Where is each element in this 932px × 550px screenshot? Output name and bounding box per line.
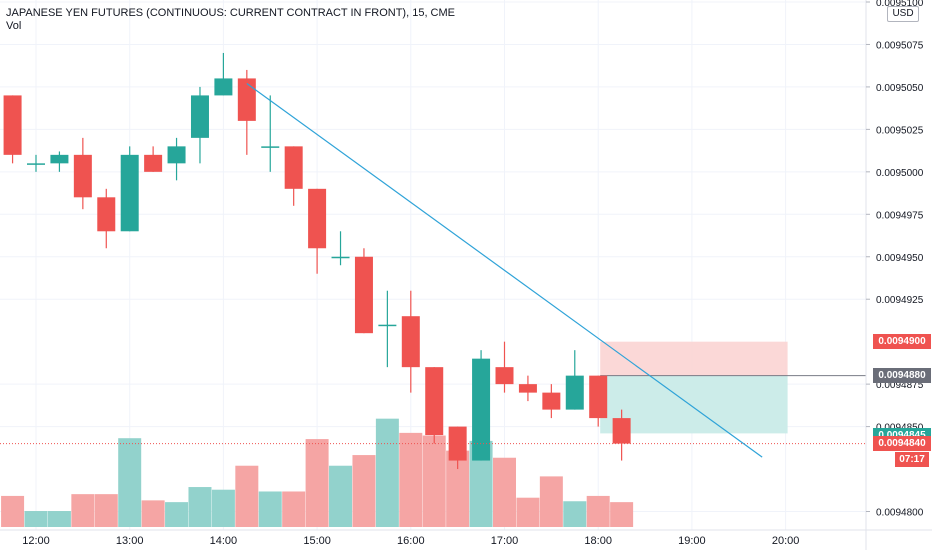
volume-bar (141, 500, 165, 527)
candle-body (331, 256, 350, 259)
candle-body (27, 163, 45, 165)
time-tick-label: 14:00 (210, 535, 238, 547)
volume-label: Vol (6, 20, 22, 32)
price-tick-label: 0.0094875 (876, 380, 924, 391)
time-tick-label: 19:00 (678, 535, 706, 547)
volume-bar (211, 489, 235, 527)
volume-bar (282, 491, 306, 527)
volume-bar (1, 495, 25, 527)
volume-bar (329, 465, 353, 527)
time-tick-label: 15:00 (303, 535, 331, 547)
volume-bar (493, 457, 516, 527)
chart-header: JAPANESE YEN FUTURES (CONTINUOUS: CURREN… (6, 7, 455, 33)
volume-bar (305, 439, 329, 527)
candle-body (472, 358, 491, 461)
candle-body (50, 154, 69, 164)
candle-body (144, 154, 163, 172)
volume-bar (71, 494, 95, 527)
symbol-title: JAPANESE YEN FUTURES (CONTINUOUS: CURREN… (6, 7, 456, 19)
volume-bar (375, 418, 399, 527)
candle-body (354, 256, 373, 334)
price-axis[interactable]: 0.0095100 0.0095075 0.0095050 0.0095025 0.00… (865, 0, 924, 550)
candle-body (308, 188, 327, 249)
price-tick-label: 0.0094975 (876, 210, 924, 221)
candle-body (190, 95, 209, 138)
volume-bar (235, 465, 259, 527)
candle-body (589, 375, 608, 419)
candle-body (565, 375, 584, 410)
candle-body (214, 78, 233, 96)
position-tool[interactable] (600, 341, 866, 434)
price-badge: 0.0094840 (873, 436, 931, 452)
volume-bar (165, 502, 189, 527)
candle-body (378, 324, 397, 327)
volume-bars (1, 418, 634, 527)
price-tick-label: 0.0095000 (876, 168, 924, 179)
candle-body (612, 418, 631, 444)
take-profit-zone (600, 375, 788, 434)
volume-bar (563, 501, 587, 527)
volume-bar (446, 450, 470, 527)
candle-body (97, 197, 116, 232)
candle-body (237, 78, 256, 121)
volume-bar (399, 432, 423, 527)
time-tick-label: 13:00 (116, 535, 144, 547)
volume-bar (586, 495, 610, 527)
candle-body (448, 426, 467, 461)
price-tick-label: 0.0095075 (876, 40, 924, 51)
volume-bar (539, 476, 563, 527)
time-tick-label: 16:00 (397, 535, 425, 547)
candle-body (495, 367, 514, 385)
volume-bar (422, 435, 446, 527)
candle-body (120, 154, 139, 232)
candle-body (425, 367, 444, 436)
time-tick-label: 18:00 (584, 535, 612, 547)
price-badge: 0.0094880 (873, 368, 931, 384)
candle-body (3, 95, 22, 155)
candle-body (401, 316, 420, 368)
candle-body (518, 384, 537, 393)
volume-bar (610, 502, 634, 527)
trendline[interactable] (246, 83, 763, 458)
volume-bar (118, 438, 142, 527)
time-axis[interactable]: 12:00 13:00 14:00 15:00 16:00 17:00 18:00 19:00… (0, 529, 932, 547)
price-tick-label: 0.0094950 (876, 253, 924, 264)
price-tick-label: 0.0095100 (876, 0, 924, 9)
volume-bar (47, 511, 71, 527)
volume-bar (258, 491, 282, 527)
candlesticks (0, 52, 866, 470)
candle-body (261, 146, 280, 148)
volume-bar (516, 497, 540, 527)
candle-body (73, 154, 92, 198)
candle-countdown: 07:17 (895, 451, 929, 467)
price-tick-label: 0.0095050 (876, 83, 924, 94)
currency-button[interactable]: USD (887, 6, 919, 22)
candle-body (167, 146, 186, 164)
trend-line (246, 83, 763, 458)
volume-bar (352, 455, 376, 527)
price-badge: 0.0094900 (873, 334, 931, 350)
time-tick-label: 20:00 (772, 535, 800, 547)
volume-bar (469, 440, 493, 527)
volume-bar (94, 494, 118, 527)
volume-bar (188, 487, 212, 527)
candle-body (542, 392, 561, 410)
price-tick-label: 0.0094925 (876, 295, 924, 306)
stop-loss-zone (600, 341, 788, 376)
time-tick-label: 17:00 (491, 535, 519, 547)
volume-bar (24, 511, 48, 527)
time-tick-label: 12:00 (22, 535, 50, 547)
candle-body (284, 146, 303, 189)
price-tick-label: 0.0095025 (876, 125, 924, 136)
price-tick-label: 0.0094800 (876, 508, 924, 519)
